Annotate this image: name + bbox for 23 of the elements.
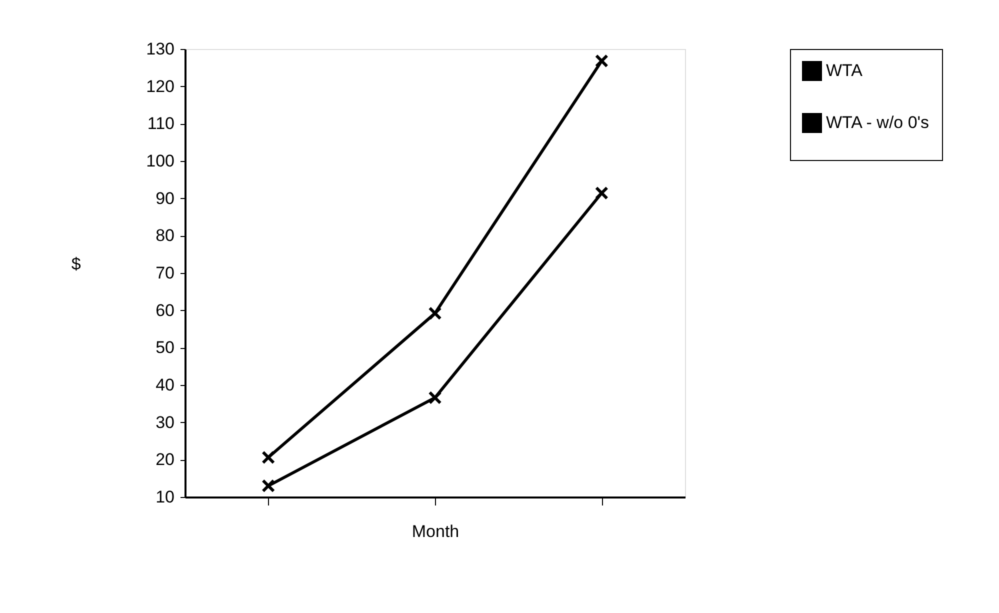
point <box>428 390 442 404</box>
y-tick-label: 40 <box>156 376 174 394</box>
y-tick-label: 30 <box>156 412 174 432</box>
y-tick-label: 90 <box>156 188 174 208</box>
point <box>428 306 442 320</box>
y-axis-title: $ <box>71 254 82 274</box>
y-tick-label: 100 <box>146 152 174 170</box>
point <box>262 450 276 464</box>
y-tick-label: 50 <box>156 338 174 358</box>
y-tick-label: 110 <box>147 114 174 134</box>
point <box>594 186 608 200</box>
y-tick-label: 130 <box>146 40 174 58</box>
point <box>262 479 276 493</box>
y-tick-label: 60 <box>156 300 174 320</box>
y-tick-label: 10 <box>156 488 174 506</box>
y-tick-label: 80 <box>156 226 174 246</box>
legend-label: WTA - w/o 0's <box>826 113 930 132</box>
legend-label: WTA <box>826 61 864 80</box>
x-axis-title: Month <box>412 522 460 541</box>
y-tick-label: 70 <box>156 264 174 282</box>
y-tick-label: 120 <box>146 76 174 96</box>
y-tick-label: 20 <box>156 450 174 470</box>
point <box>594 54 608 68</box>
